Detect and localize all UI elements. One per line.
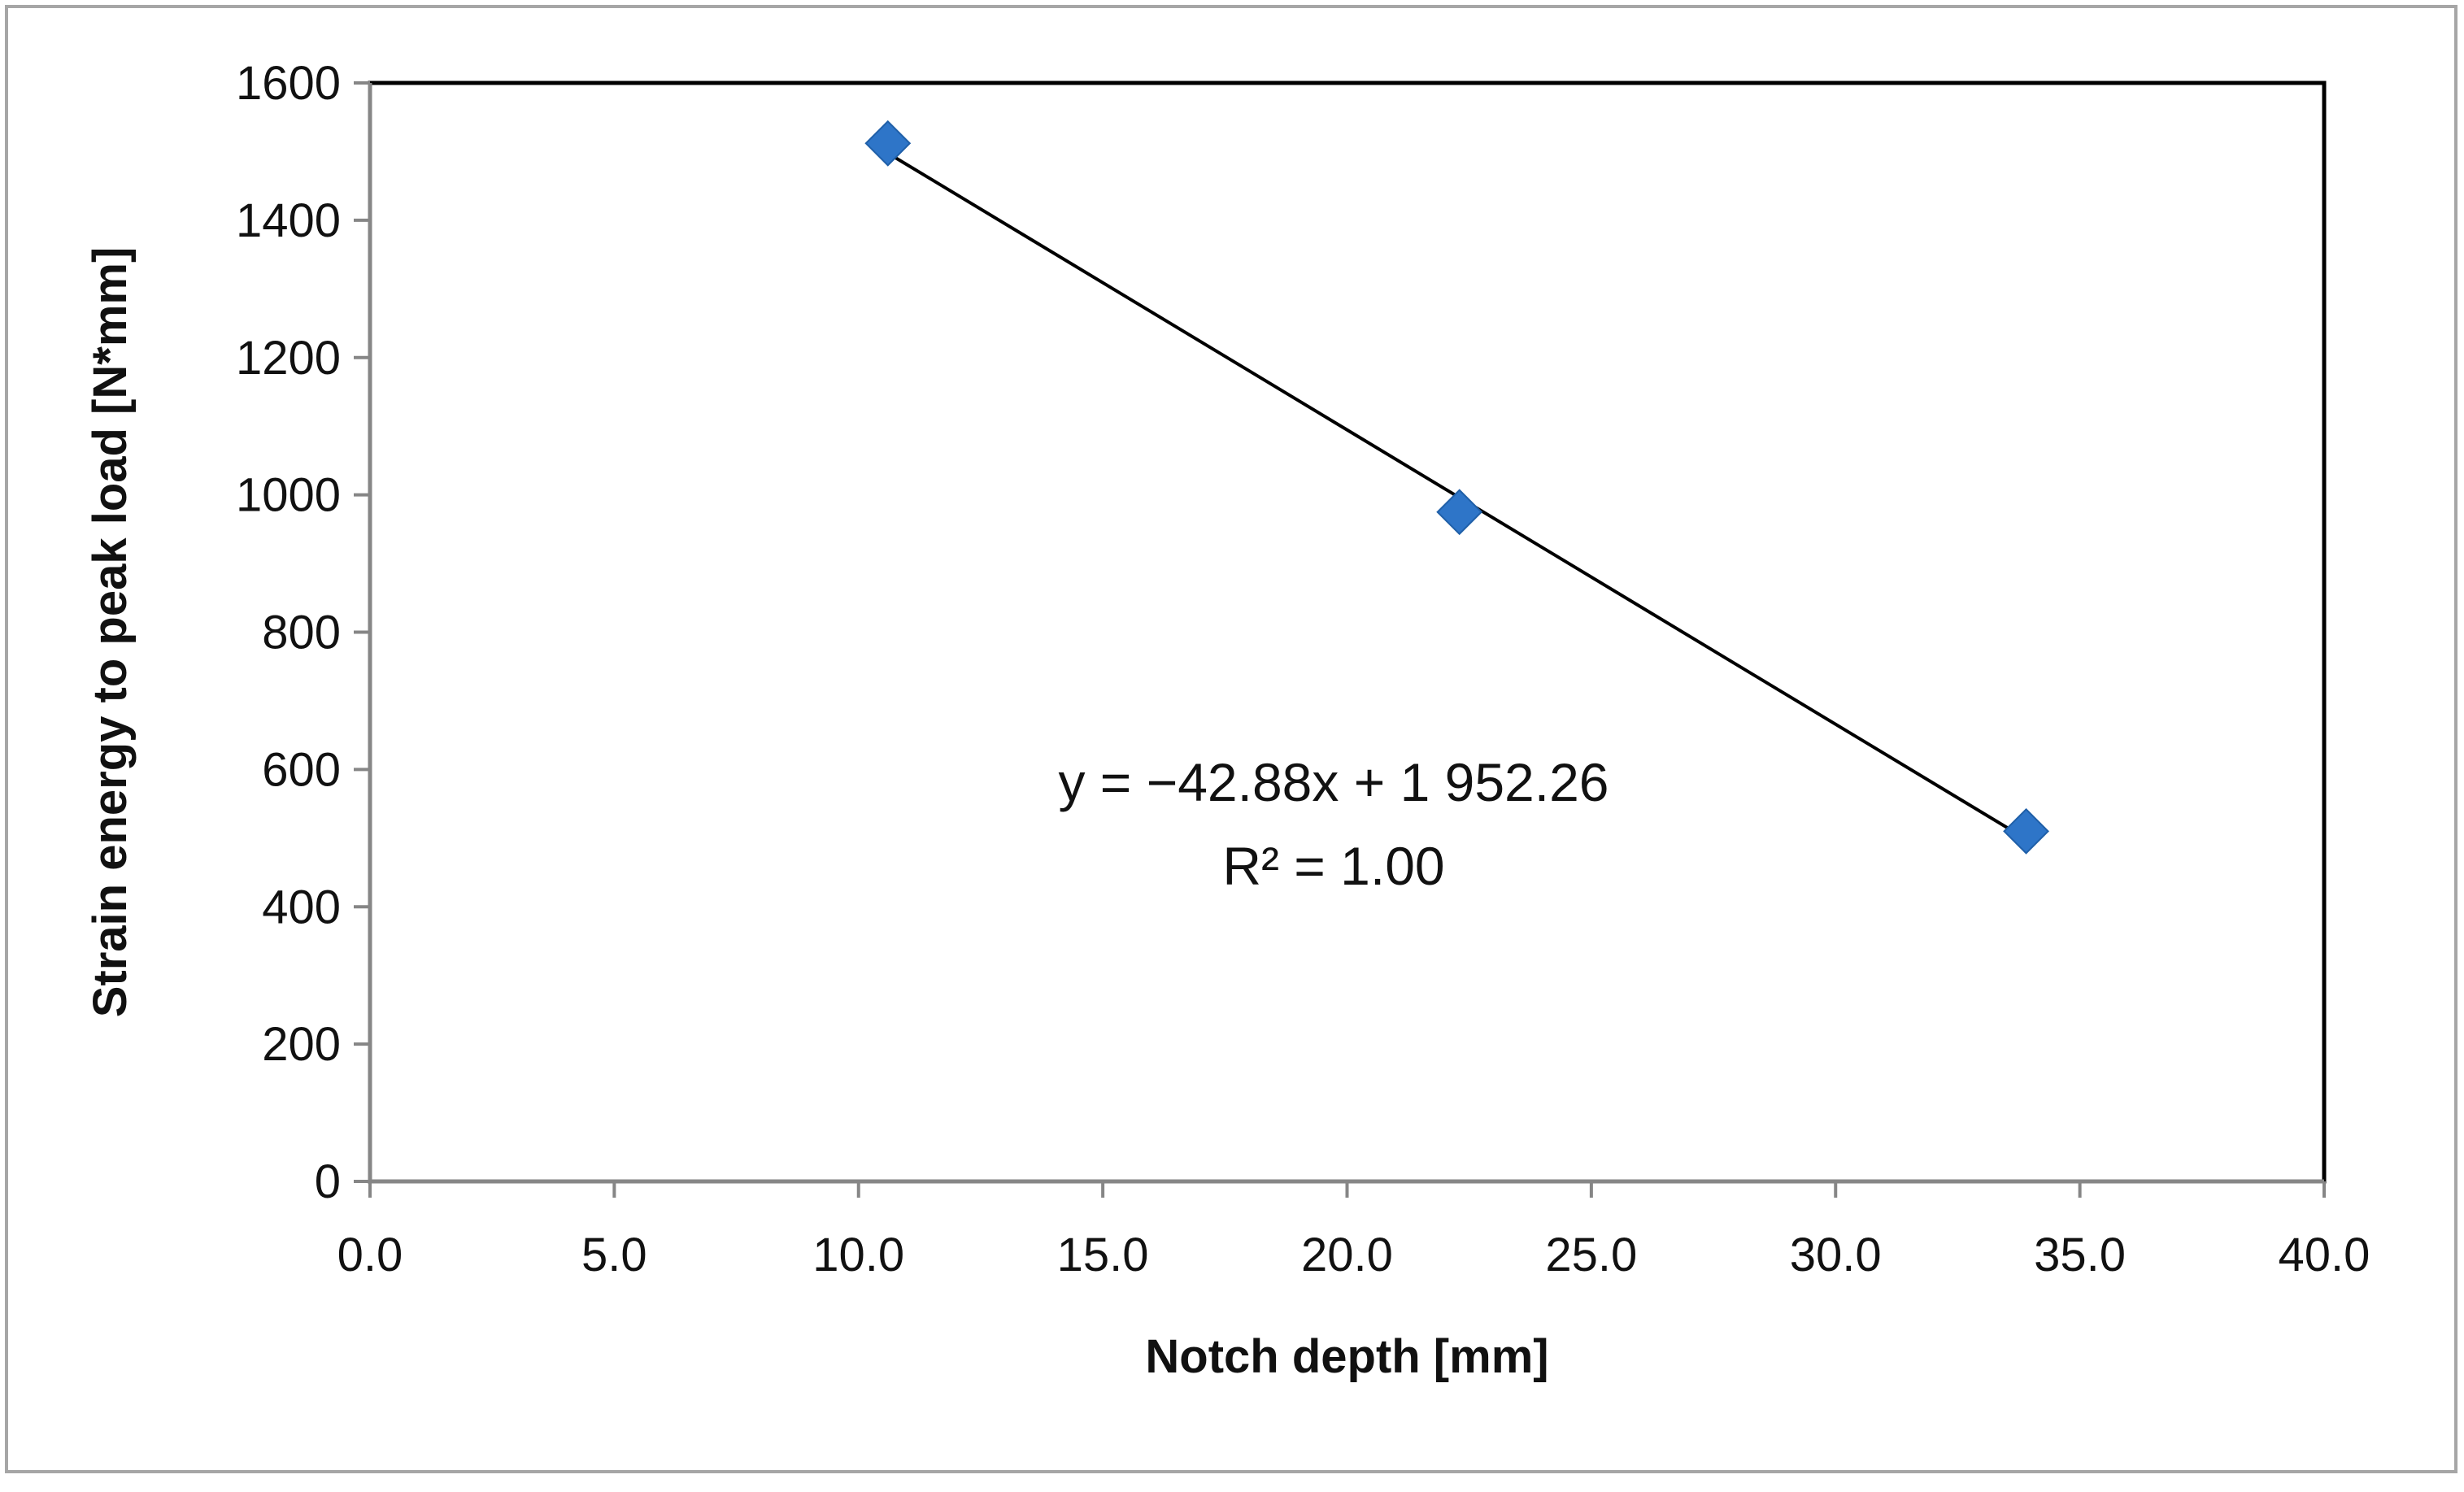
x-axis-ticks: 0.0 5.0 10.0 15.0 20.0 25.0 30.0 35.0 40.0 (337, 1181, 2370, 1281)
y-tick-label: 1200 (236, 332, 341, 385)
x-tick-label: 25.0 (1545, 1229, 1637, 1281)
data-point-marker (864, 120, 912, 167)
data-points (864, 120, 2049, 855)
x-axis-title: Notch depth [mm] (1145, 1330, 1548, 1383)
x-tick-label: 15.0 (1057, 1229, 1149, 1281)
y-tick-label: 1600 (236, 57, 341, 110)
data-point-marker (1436, 489, 1483, 536)
y-tick-label: 1000 (236, 469, 341, 522)
x-tick-label: 5.0 (581, 1229, 647, 1281)
y-tick-label: 1400 (236, 194, 341, 247)
y-axis-ticks: 0 200 400 600 800 1000 1200 1400 1600 (236, 57, 370, 1208)
plot-area (368, 80, 2327, 1184)
x-tick-label: 30.0 (1790, 1229, 1882, 1281)
trendline-equation: y = −42.88x + 1 952.26 (1058, 752, 1609, 812)
y-tick-label: 600 (262, 743, 341, 796)
y-axis-title: Strain energy to peak load [N*mm] (84, 247, 137, 1018)
r-squared-label: R² = 1.00 (1222, 836, 1444, 896)
x-tick-label: 10.0 (812, 1229, 904, 1281)
x-tick-label: 20.0 (1301, 1229, 1393, 1281)
x-tick-label: 40.0 (2279, 1229, 2370, 1281)
data-point-marker (2003, 807, 2049, 855)
y-tick-label: 200 (262, 1018, 341, 1071)
y-tick-label: 400 (262, 881, 341, 933)
y-tick-label: 800 (262, 607, 341, 659)
x-tick-label: 0.0 (337, 1229, 403, 1281)
x-tick-label: 35.0 (2034, 1229, 2126, 1281)
y-tick-label: 0 (315, 1155, 341, 1208)
